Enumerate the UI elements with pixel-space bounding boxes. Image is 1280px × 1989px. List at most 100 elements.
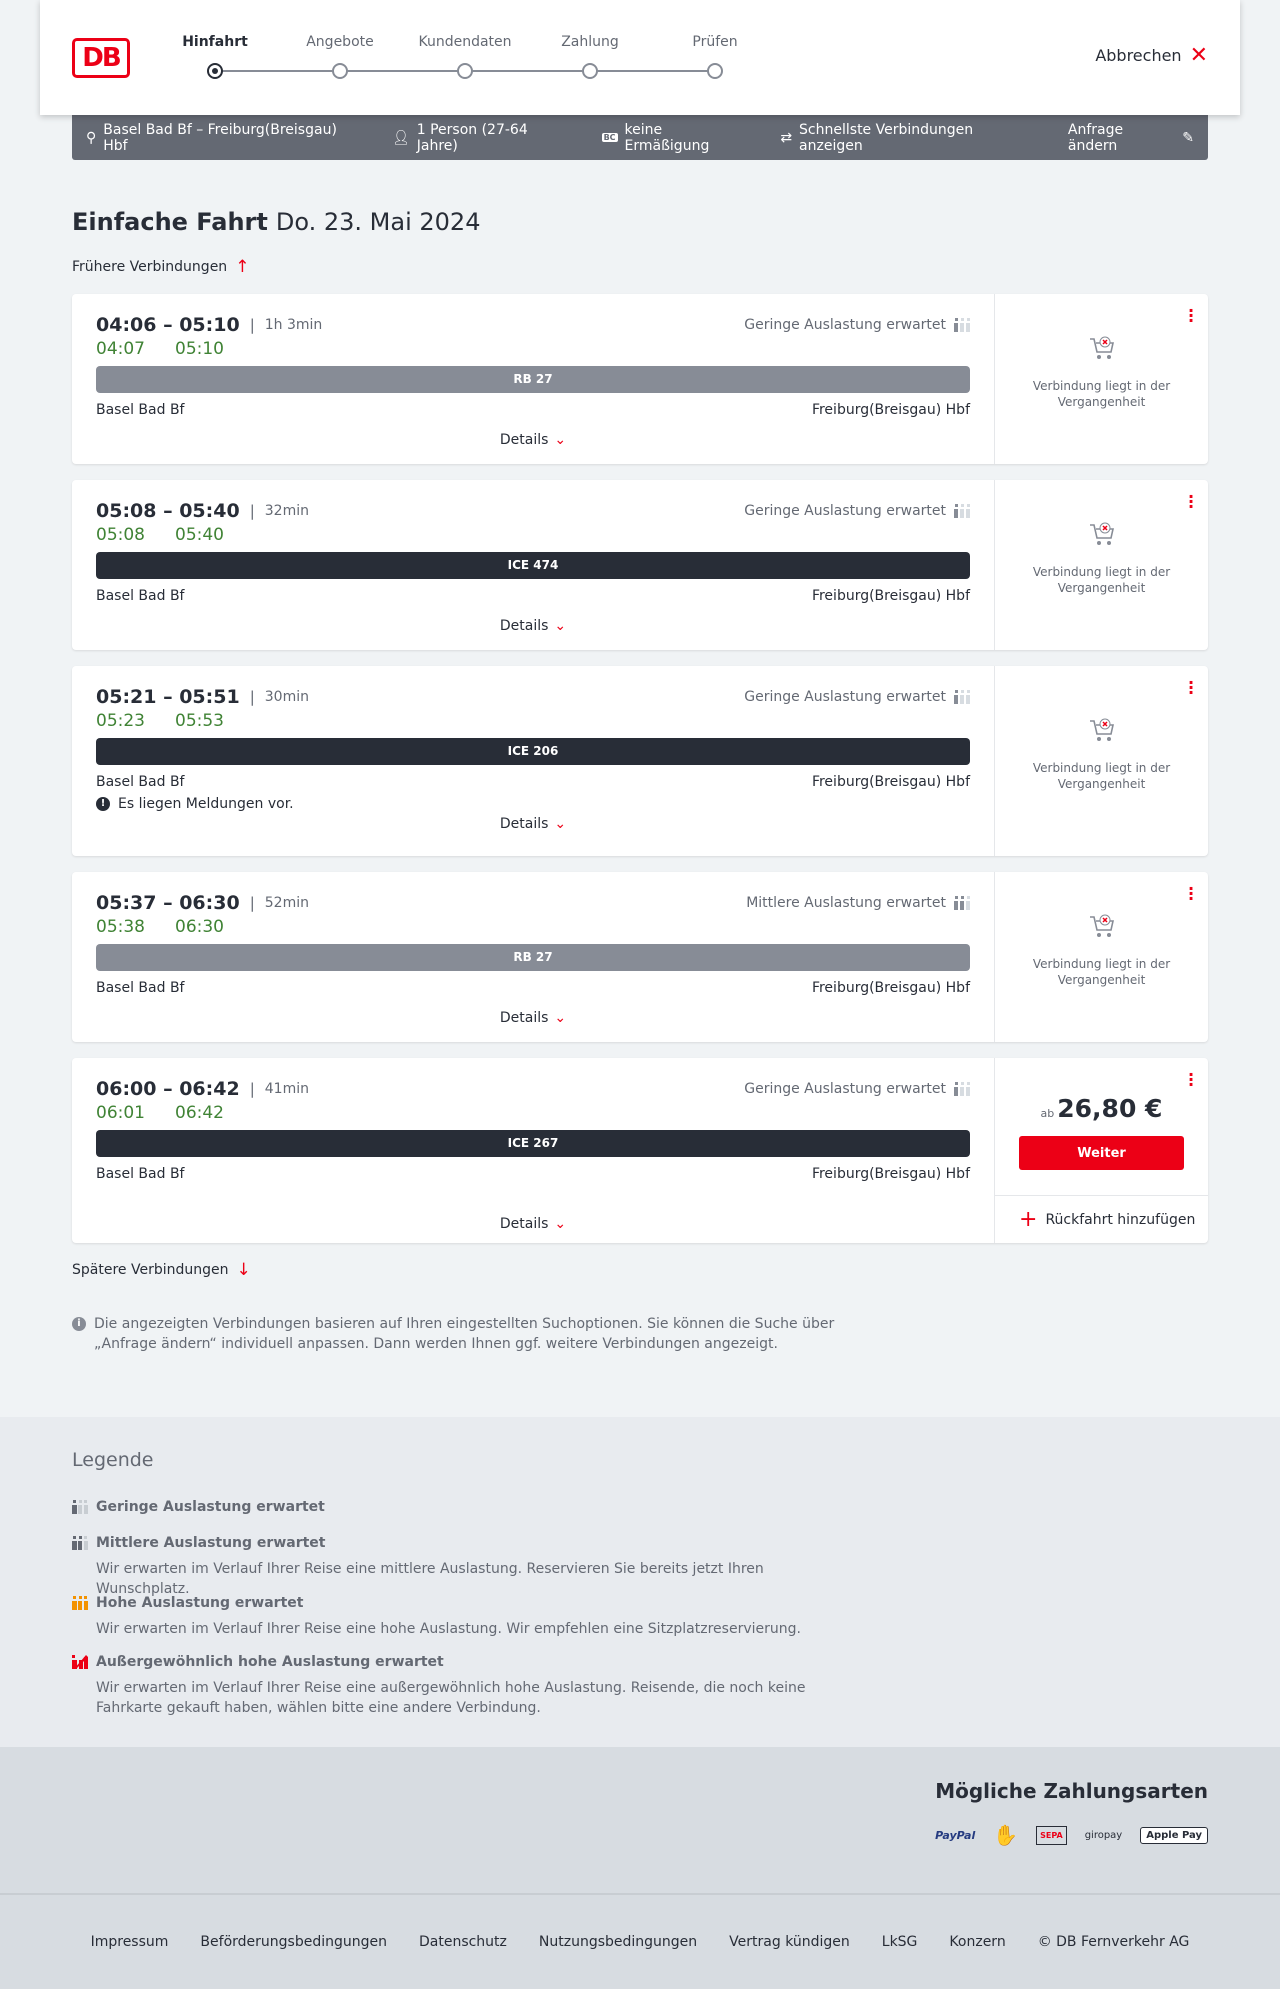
duration: 30min bbox=[264, 689, 309, 705]
train-bar[interactable]: ICE 267 bbox=[96, 1130, 970, 1157]
occupancy-text: Geringe Auslastung erwartet bbox=[744, 503, 946, 519]
train-bar[interactable]: RB 27 bbox=[96, 944, 970, 971]
details-label: Details bbox=[499, 816, 549, 832]
occupancy-text: Mittlere Auslastung erwartet bbox=[746, 895, 946, 911]
footer-link[interactable]: Datenschutz bbox=[418, 1934, 507, 1950]
legend-item-desc: Wir erwarten im Verlauf Ihrer Reise eine… bbox=[96, 1621, 801, 1637]
status-text: Verbindung liegt in der Vergangenheit bbox=[1032, 957, 1171, 987]
offer-panel: · · · Verbindung liegt in der Vergangenheit bbox=[994, 666, 1208, 856]
continue-button[interactable]: Weiter bbox=[1019, 1136, 1184, 1170]
occupancy-high-icon bbox=[72, 1596, 88, 1610]
realtime-arrival: 05:40 bbox=[175, 525, 224, 545]
planned-times: 05:21 – 05:51 | 30min bbox=[96, 686, 309, 708]
summary-discount: BC keine Ermäßigung bbox=[601, 121, 749, 154]
footer-link[interactable]: Konzern bbox=[949, 1934, 1006, 1950]
price: ab 26,80 € bbox=[995, 1094, 1208, 1123]
chevron-down-icon: ⌄ bbox=[554, 1216, 567, 1232]
pencil-icon: ✎ bbox=[1182, 129, 1194, 146]
cancel-button[interactable]: Abbrechen ✕ bbox=[1095, 44, 1208, 66]
db-logo[interactable]: DB bbox=[72, 38, 130, 78]
realtime-times: 05:38 06:30 bbox=[96, 917, 254, 937]
edit-request-button[interactable]: Anfrage ändern ✎ bbox=[1068, 122, 1194, 154]
offer-panel: · · · Verbindung liegt in der Vergangenheit bbox=[994, 480, 1208, 650]
footer-link[interactable]: LkSG bbox=[881, 1934, 918, 1950]
duration: 41min bbox=[264, 1081, 309, 1097]
legend-item-exceptional: Außergewöhnlich hohe Auslastung erwartet… bbox=[72, 1654, 856, 1718]
bahncard-icon: BC bbox=[601, 133, 618, 142]
page-title: Einfache Fahrt Do. 23. Mai 2024 bbox=[72, 208, 480, 236]
train-bar[interactable]: ICE 474 bbox=[96, 552, 970, 579]
origin-station: Basel Bad Bf bbox=[96, 588, 185, 604]
train-bar[interactable]: ICE 206 bbox=[96, 738, 970, 765]
discount-text: keine Ermäßigung bbox=[624, 121, 710, 154]
connection-card: 06:00 – 06:42 | 41min 06:01 06:42 Geringe A… bbox=[72, 1058, 1208, 1243]
trip-type: Einfache Fahrt bbox=[72, 208, 268, 236]
footer-link[interactable]: Vertrag kündigen bbox=[729, 1934, 850, 1950]
departure-arrival: 06:00 – 06:42 bbox=[96, 1078, 240, 1100]
details-toggle[interactable]: Details ⌄ bbox=[72, 432, 994, 448]
realtime-departure: 06:01 bbox=[96, 1103, 145, 1123]
occupancy-icon bbox=[954, 690, 970, 704]
details-toggle[interactable]: Details ⌄ bbox=[72, 816, 994, 832]
duration: 1h 3min bbox=[264, 317, 323, 333]
step-dot bbox=[332, 63, 348, 79]
details-label: Details bbox=[499, 1010, 549, 1026]
more-options-icon[interactable]: · · · bbox=[1188, 879, 1195, 908]
payment-section: Mögliche Zahlungsarten PayPal ✋ SEPA gir… bbox=[0, 1747, 1280, 1893]
step-pruefen: Prüfen bbox=[665, 34, 765, 79]
occupancy-medium-icon bbox=[72, 1536, 88, 1550]
legend-item-low: Geringe Auslastung erwartet bbox=[72, 1499, 325, 1515]
separator: | bbox=[249, 1080, 255, 1098]
footer: Impressum Beförderungsbedingungen Datensch… bbox=[0, 1893, 1280, 1989]
details-label: Details bbox=[499, 1216, 549, 1232]
more-options-icon[interactable]: · · · bbox=[1188, 301, 1195, 330]
payment-methods: PayPal ✋ SEPA giropay Apple Pay bbox=[935, 1823, 1208, 1847]
realtime-departure: 05:38 bbox=[96, 917, 145, 937]
connection-info: 06:00 – 06:42 | 41min 06:01 06:42 Geringe A… bbox=[72, 1058, 994, 1243]
realtime-times: 04:07 05:10 bbox=[96, 339, 254, 359]
step-dot bbox=[582, 63, 598, 79]
footer-link[interactable]: Beförderungsbedingungen bbox=[200, 1934, 387, 1950]
occupancy-exceptional-icon bbox=[72, 1655, 88, 1669]
footer-link[interactable]: © DB Fernverkehr AG bbox=[1037, 1934, 1190, 1950]
occupancy-text: Geringe Auslastung erwartet bbox=[744, 689, 946, 705]
connection-card: 05:37 – 06:30 | 52min 05:38 06:30 Mittlere … bbox=[72, 872, 1208, 1042]
edit-label: Anfrage ändern bbox=[1067, 121, 1124, 154]
payment-title: Mögliche Zahlungsarten bbox=[935, 1779, 1208, 1803]
apple-pay-icon: Apple Pay bbox=[1140, 1826, 1208, 1844]
origin-station: Basel Bad Bf bbox=[96, 402, 185, 418]
unavailable-status: Verbindung liegt in der Vergangenheit bbox=[995, 716, 1208, 792]
add-return-label: Rückfahrt hinzufügen bbox=[1045, 1211, 1196, 1228]
legend-item-title: Außergewöhnlich hohe Auslastung erwartet bbox=[96, 1654, 444, 1670]
occupancy-info: Geringe Auslastung erwartet bbox=[744, 503, 970, 519]
footer-link[interactable]: Nutzungsbedingungen bbox=[538, 1934, 698, 1950]
train-bar[interactable]: RB 27 bbox=[96, 366, 970, 393]
footer-link[interactable]: Impressum bbox=[90, 1934, 169, 1950]
swap-arrows-icon: ⇄ bbox=[780, 129, 793, 146]
header: DB Hinfahrt Angebote Kundendaten Zahlung… bbox=[40, 0, 1240, 115]
status-text: Verbindung liegt in der Vergangenheit bbox=[1032, 761, 1171, 791]
later-connections-link[interactable]: Spätere Verbindungen ↓ bbox=[72, 1260, 251, 1280]
details-toggle[interactable]: Details ⌄ bbox=[72, 1010, 994, 1026]
add-return-button[interactable]: + Rückfahrt hinzufügen bbox=[995, 1195, 1208, 1243]
more-options-icon[interactable]: · · · bbox=[1188, 1065, 1195, 1094]
departure-arrival: 05:08 – 05:40 bbox=[96, 500, 240, 522]
connection-info: 04:06 – 05:10 | 1h 3min 04:07 05:10 Geringe… bbox=[72, 294, 994, 464]
later-label: Spätere Verbindungen bbox=[72, 1262, 229, 1278]
realtime-departure: 05:08 bbox=[96, 525, 145, 545]
search-summary-bar: ⚲ Basel Bad Bf – Freiburg(Breisgau) Hbf 👤… bbox=[72, 115, 1208, 160]
more-options-icon[interactable]: · · · bbox=[1188, 487, 1195, 516]
details-toggle[interactable]: Details ⌄ bbox=[72, 618, 994, 634]
occupancy-icon bbox=[954, 896, 970, 910]
realtime-arrival: 06:42 bbox=[175, 1103, 224, 1123]
more-options-icon[interactable]: · · · bbox=[1188, 673, 1195, 702]
realtime-arrival: 05:10 bbox=[175, 339, 224, 359]
earlier-connections-link[interactable]: Frühere Verbindungen ↑ bbox=[72, 257, 249, 277]
step-label: Hinfahrt bbox=[182, 34, 248, 50]
realtime-times: 06:01 06:42 bbox=[96, 1103, 254, 1123]
offer-panel: · · · Verbindung liegt in der Vergangenheit bbox=[994, 872, 1208, 1042]
origin-station: Basel Bad Bf bbox=[96, 980, 185, 996]
details-toggle[interactable]: Details ⌄ bbox=[72, 1216, 994, 1232]
legend-title: Legende bbox=[72, 1449, 154, 1471]
departure-arrival: 04:06 – 05:10 bbox=[96, 314, 240, 336]
